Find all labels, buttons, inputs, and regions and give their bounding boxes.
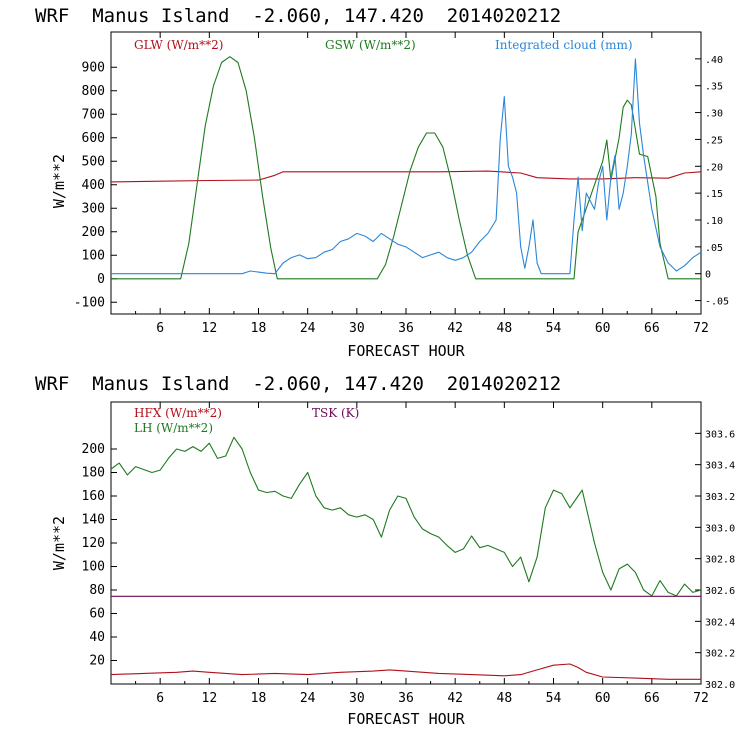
x-tick-label: 30 (349, 691, 365, 706)
y2-tick-label: .20 (705, 162, 723, 173)
chart-bottom: WRF Manus Island -2.060, 147.420 2014020… (35, 373, 735, 728)
axes: 6 12 18 24 30 36 42 48 54 60 66 72 20 40 60 80 100 120 140… (82, 402, 735, 706)
x-tick-label: 36 (398, 321, 414, 336)
y2-tick-label: .25 (705, 135, 723, 146)
chart-title: WRF Manus Island -2.060, 147.420 2014020… (35, 373, 561, 395)
y-axis-label: W/m**2 (50, 154, 68, 208)
y2-tick-label: 303.0 (705, 523, 735, 534)
legend-entry: Integrated cloud (mm) (495, 38, 633, 52)
y-tick-label: 40 (89, 630, 105, 645)
y-tick-label: 0 (97, 272, 105, 287)
series-line-green (110, 436, 702, 597)
series-layer (110, 436, 702, 680)
y2-tick-label: 302.0 (705, 680, 735, 691)
y-tick-label: 20 (89, 654, 105, 669)
y-tick-label: 160 (82, 489, 105, 504)
y2-tick-label: .15 (705, 189, 723, 200)
x-tick-label: 18 (251, 321, 267, 336)
plot-frame (110, 401, 702, 685)
y2-tick-label: 302.4 (705, 617, 735, 628)
x-tick-label: 54 (546, 321, 562, 336)
chart-title: WRF Manus Island -2.060, 147.420 2014020… (35, 5, 561, 27)
x-axis-label: FORECAST HOUR (347, 342, 465, 360)
y-tick-label: 200 (82, 225, 105, 240)
x-tick-label: 60 (595, 321, 611, 336)
y-tick-label: 80 (89, 583, 105, 598)
series-line-red (110, 170, 702, 183)
x-tick-label: 48 (497, 321, 513, 336)
y-tick-label: 180 (82, 466, 105, 481)
y-tick-label: 100 (82, 248, 105, 263)
y2-tick-label: -.05 (705, 297, 729, 308)
y2-tick-label: 302.8 (705, 555, 735, 566)
legend-entry: HFX (W/m**2) (134, 406, 222, 420)
y2-tick-label: 302.2 (705, 649, 735, 660)
x-tick-label: 72 (693, 691, 709, 706)
y-tick-label: 200 (82, 442, 105, 457)
y2-tick-label: .10 (705, 216, 723, 227)
series-line-red (110, 663, 701, 680)
x-axis-label: FORECAST HOUR (347, 710, 465, 728)
y2-tick-label: .05 (705, 243, 723, 254)
y-tick-label: 900 (82, 60, 105, 75)
x-tick-label: 36 (398, 691, 414, 706)
legend-entry: TSK (K) (312, 406, 359, 420)
y-tick-label: 100 (82, 560, 105, 575)
legend-entry: GLW (W/m**2) (134, 38, 223, 52)
y-tick-label: 120 (82, 536, 105, 551)
x-tick-label: 66 (644, 691, 660, 706)
y-tick-label: 600 (82, 131, 105, 146)
x-tick-label: 6 (156, 691, 164, 706)
y2-tick-label: .35 (705, 82, 723, 93)
x-tick-label: 12 (202, 321, 218, 336)
x-tick-label: 6 (156, 321, 164, 336)
y-tick-label: 700 (82, 107, 105, 122)
y2-tick-label: 0 (705, 270, 711, 281)
series-line-blue (111, 58, 702, 275)
chart-top: WRF Manus Island -2.060, 147.420 2014020… (35, 5, 729, 360)
x-tick-label: 18 (251, 691, 267, 706)
x-tick-label: 24 (300, 691, 316, 706)
y-tick-label: 60 (89, 607, 105, 622)
y-tick-label: 140 (82, 513, 105, 528)
y2-tick-label: 303.4 (705, 461, 735, 472)
y-axis-label: W/m**2 (50, 516, 68, 570)
axes: 6 12 18 24 30 36 42 48 54 60 66 72 -100 0 100 200 300 400… (74, 32, 729, 336)
y2-tick-label: .40 (705, 55, 723, 66)
y2-tick-label: 303.2 (705, 492, 735, 503)
x-tick-label: 42 (447, 321, 463, 336)
y2-tick-label: 303.6 (705, 429, 735, 440)
legend-entry: GSW (W/m**2) (325, 38, 416, 52)
legend-entry: LH (W/m**2) (134, 421, 213, 435)
y-tick-label: -100 (74, 295, 105, 310)
x-tick-label: 72 (693, 321, 709, 336)
y-tick-label: 800 (82, 84, 105, 99)
x-tick-label: 30 (349, 321, 365, 336)
x-tick-label: 60 (595, 691, 611, 706)
x-tick-label: 66 (644, 321, 660, 336)
series-line-green (111, 56, 701, 280)
x-tick-label: 42 (447, 691, 463, 706)
y2-tick-label: .30 (705, 109, 723, 120)
y-tick-label: 400 (82, 178, 105, 193)
x-tick-label: 24 (300, 321, 316, 336)
y-tick-label: 300 (82, 201, 105, 216)
x-tick-label: 12 (202, 691, 218, 706)
y-tick-label: 500 (82, 154, 105, 169)
x-tick-label: 48 (497, 691, 513, 706)
x-tick-label: 54 (546, 691, 562, 706)
series-layer (110, 56, 702, 280)
y2-tick-label: 302.6 (705, 586, 735, 597)
